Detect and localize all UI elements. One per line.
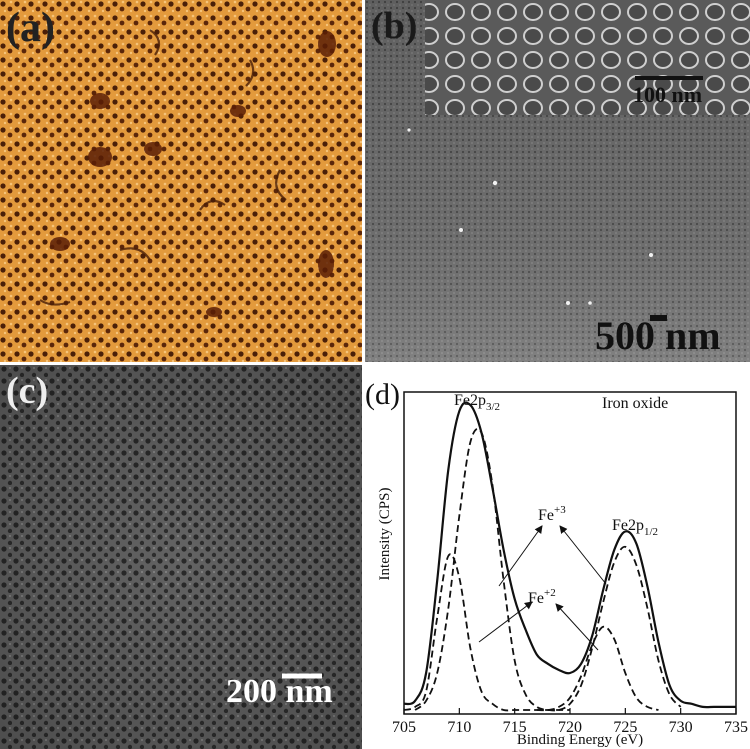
annotation-fe2p32-main: Fe2p: [454, 392, 486, 409]
x-tick-label: 720: [558, 719, 582, 736]
annotation-fe2p32-sub: 3/2: [486, 401, 500, 413]
scale-label-c: 200 nm: [226, 673, 333, 710]
sem-image-b: [365, 0, 750, 362]
chart-title: Iron oxide: [602, 395, 668, 412]
x-tick-label: 710: [447, 719, 471, 736]
y-axis-label: Intensity (CPS): [377, 488, 393, 581]
plot-frame: [403, 391, 737, 715]
x-tick-label: 735: [724, 719, 748, 736]
series-group: [403, 401, 736, 712]
x-tick-label: 715: [503, 719, 527, 736]
annotation-fe2p12-sub: 1/2: [644, 526, 658, 538]
annotation-fe2: Fe+2: [528, 587, 556, 607]
series-line-component-4: [547, 545, 682, 712]
annotation-fe2-sup: +2: [544, 587, 556, 599]
x-tick-label: 725: [613, 719, 637, 736]
annotation-fe2p12: Fe2p1/2: [612, 517, 658, 538]
sem-inset: [425, 0, 750, 115]
series-line-component-2: [414, 428, 559, 712]
panel-label-a: (a): [6, 5, 55, 51]
annotation-fe2p12-main: Fe2p: [612, 517, 644, 534]
afm-image-panel: (a): [0, 0, 362, 362]
annotation-fe3-main: Fe: [538, 507, 554, 524]
xps-chart-panel: (d) 705 710 715 720 725 730 735 Iron oxide Bin…: [362, 362, 750, 749]
xps-chart: (d) 705 710 715 720 725 730 735 Iron oxide Bin…: [365, 378, 748, 748]
afm-image: [0, 0, 362, 362]
arrow-fe2-right: [555, 603, 599, 651]
x-tick-label: 705: [392, 719, 416, 736]
x-axis-label: Binding Energy (eV): [517, 732, 643, 748]
sem-image-panel-b: (b) 100 nm 500 nm: [365, 0, 750, 362]
panel-label-b: (b): [371, 5, 418, 47]
series-line-envelope: [403, 401, 736, 709]
annotation-arrows: [478, 525, 607, 651]
x-axis: 705 710 715 720 725 730 735: [392, 708, 748, 736]
sem-image-panel-c: (c) 200 nm: [0, 365, 362, 749]
x-tick-label: 730: [669, 719, 693, 736]
series-line-component-1: [403, 553, 570, 712]
panel-label-c: (c): [6, 370, 49, 412]
scale-label-main-b: 500 nm: [595, 313, 721, 358]
annotation-fe3: Fe+3: [538, 504, 566, 524]
annotation-fe2-main: Fe: [528, 590, 544, 607]
scale-label-inset: 100 nm: [633, 82, 703, 107]
arrow-fe3-left: [498, 525, 543, 587]
panel-label-d: (d): [365, 378, 400, 411]
sem-image-c: [0, 365, 362, 749]
arrow-fe2-left: [478, 601, 533, 643]
annotation-fe3-sup: +3: [554, 504, 566, 516]
arrow-fe3-right: [559, 525, 607, 585]
annotation-fe2p32: Fe2p3/2: [454, 392, 500, 413]
